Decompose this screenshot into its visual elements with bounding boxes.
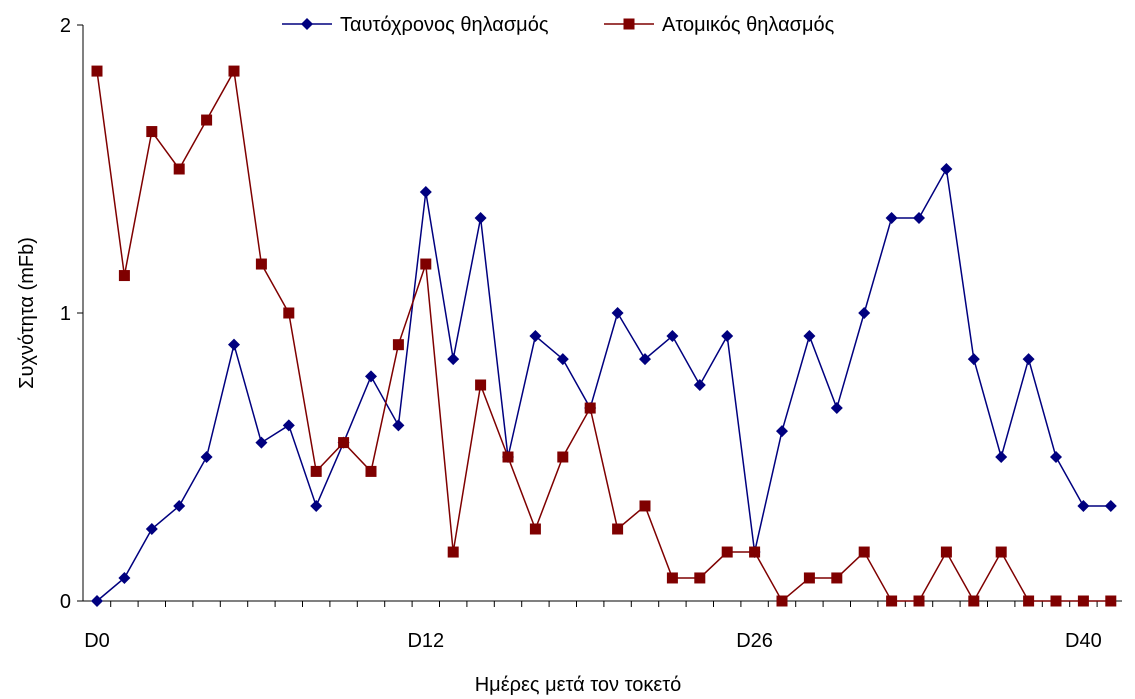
data-point <box>913 595 925 607</box>
data-point <box>529 523 541 535</box>
legend-label: Ταυτόχρονος θηλασμός <box>340 14 549 36</box>
legend-marker <box>301 18 313 30</box>
data-point <box>940 163 953 175</box>
data-point <box>146 126 158 138</box>
data-point <box>584 402 596 414</box>
data-point <box>310 465 322 477</box>
data-point <box>255 436 268 449</box>
data-point <box>694 572 706 584</box>
x-tick-label: D40 <box>1065 630 1102 652</box>
x-tick-label: D0 <box>84 630 110 652</box>
data-point <box>1050 595 1062 607</box>
data-point <box>255 258 267 270</box>
series-1 <box>91 163 1117 607</box>
data-point <box>886 595 898 607</box>
data-point <box>447 353 460 366</box>
data-point <box>1104 499 1117 512</box>
data-point <box>1022 353 1035 366</box>
data-point <box>557 451 569 463</box>
data-point <box>885 211 898 224</box>
data-point <box>693 379 706 391</box>
data-point <box>803 572 815 584</box>
data-point <box>529 330 542 343</box>
data-point <box>639 500 651 512</box>
data-point <box>967 353 980 366</box>
data-point <box>474 211 487 224</box>
chart-series-layer <box>91 65 1117 607</box>
data-point <box>721 546 733 558</box>
data-point <box>721 330 734 343</box>
y-tick-label: 1 <box>60 303 71 325</box>
data-point <box>612 523 624 535</box>
data-point <box>91 65 103 77</box>
data-point <box>749 546 761 558</box>
chart-axes: 0 1 2 D0 D12 D26 D40 <box>60 15 1122 652</box>
data-point <box>913 211 925 224</box>
data-point <box>968 595 980 607</box>
data-point <box>419 186 432 199</box>
data-point <box>502 451 514 463</box>
series-line <box>96 166 1111 602</box>
data-point <box>666 330 679 343</box>
data-point <box>91 595 103 607</box>
data-point <box>995 451 1008 463</box>
data-point <box>283 307 295 319</box>
data-point <box>1050 451 1062 463</box>
data-point <box>666 572 678 584</box>
series-line <box>96 68 1111 603</box>
data-point <box>1077 499 1090 512</box>
data-point <box>858 307 871 319</box>
legend-marker <box>623 18 635 30</box>
x-tick-label: D12 <box>407 630 444 652</box>
data-point <box>556 353 569 366</box>
data-point <box>776 595 788 607</box>
legend-entry-1: Ταυτόχρονος θηλασμός <box>282 14 549 36</box>
data-point <box>392 419 405 432</box>
data-point <box>338 437 350 449</box>
x-axis-title: Ημέρες μετά τον τοκετό <box>475 674 682 696</box>
x-tick-label: D26 <box>736 630 773 652</box>
data-point <box>475 379 487 391</box>
data-point <box>200 451 213 463</box>
data-point <box>118 571 131 584</box>
data-point <box>1077 595 1089 607</box>
y-tick-label: 2 <box>60 15 71 37</box>
legend-label: Ατομικός θηλασμός <box>662 14 835 36</box>
data-point <box>365 465 377 477</box>
data-point <box>420 258 432 270</box>
data-point <box>776 425 788 438</box>
y-tick-label: 0 <box>60 591 71 613</box>
data-point <box>830 402 843 415</box>
chart-legend: Ταυτόχρονος θηλασμός Ατομικός θηλασμός <box>282 14 835 36</box>
data-point <box>282 419 295 432</box>
data-point <box>995 546 1007 558</box>
data-point <box>831 572 843 584</box>
y-axis-title: Συχνότητα (mFb) <box>16 237 38 389</box>
data-point <box>611 307 624 319</box>
data-point <box>201 114 213 126</box>
series-2 <box>91 65 1117 607</box>
data-point <box>228 65 240 77</box>
data-point <box>310 499 323 512</box>
legend-entry-2: Ατομικός θηλασμός <box>604 14 835 36</box>
data-point <box>228 338 240 351</box>
data-point <box>940 546 952 558</box>
data-point <box>365 370 377 383</box>
data-point <box>173 163 185 175</box>
data-point <box>447 546 459 558</box>
data-point <box>145 523 158 535</box>
data-point <box>118 270 130 282</box>
data-point <box>1023 595 1035 607</box>
data-point <box>639 353 651 366</box>
data-point <box>858 546 870 558</box>
data-point <box>392 339 404 351</box>
data-point <box>803 330 816 343</box>
data-point <box>1105 595 1117 607</box>
data-point <box>173 499 186 512</box>
